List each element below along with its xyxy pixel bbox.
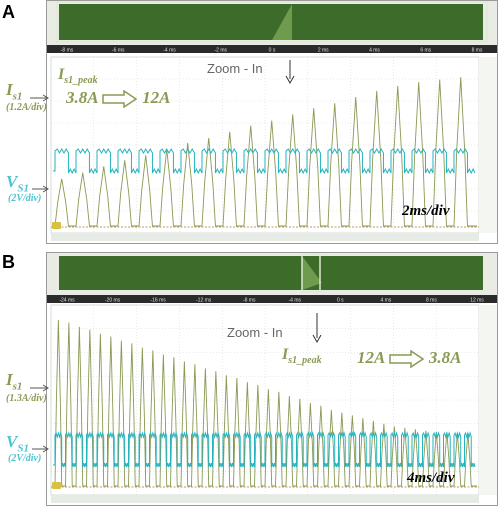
panel-a-overview-timebar — [47, 45, 497, 53]
panel-b-overview-ramp — [302, 256, 322, 290]
panel-b-overview-envelope — [59, 256, 483, 290]
panel-a-current-arrow — [30, 90, 50, 108]
panel-a-voltage-scale: (2V/div) — [8, 193, 42, 204]
panel-b-overview-tick: 4 ms — [380, 298, 391, 304]
panel-a-zoom-label: Zoom - In — [207, 61, 263, 76]
panel-b-zoom-label: Zoom - In — [227, 325, 283, 340]
panel-b-waveform: -24 ms -20 ms -16 ms -12 ms -8 ms -4 ms 0 s 4 m… — [47, 253, 497, 503]
panel-a-waveform: -8 ms -6 ms -4 ms -2 ms 0 s 2 ms 4 ms 6 ms 8 ms — [47, 1, 497, 241]
panel-a-overview-tick: -6 ms — [112, 48, 125, 54]
panel-b-bottom-strip — [51, 495, 479, 503]
panel-a-zoom-arrow — [285, 60, 295, 89]
panel-a-voltage-arrow — [32, 181, 50, 199]
panel-a-overview-tick: 2 ms — [318, 48, 329, 54]
panel-b-current-name: Is1 — [6, 370, 23, 393]
panel-a-scope: -8 ms -6 ms -4 ms -2 ms 0 s 2 ms 4 ms 6 ms 8 ms — [46, 0, 498, 244]
panel-b-peak-label: Is1_peak — [282, 346, 322, 367]
panel-b-channel-marker — [52, 482, 61, 489]
panel-b-voltage-name: VS1 — [6, 432, 29, 455]
panel-a-overview-envelope — [59, 4, 483, 40]
panel-b-hollow-arrow — [388, 350, 425, 369]
panel-a-overview-window — [56, 1, 488, 43]
panel-a-overview-tick: 0 s — [269, 48, 276, 54]
panel-b-current-trace — [53, 319, 477, 487]
panel-a-voltage-trace — [53, 147, 476, 175]
panel-b-overview-tick: 0 s — [337, 298, 344, 304]
panel-b-time-div: 4ms/div — [407, 470, 455, 486]
panel-b-overview-tick: 12 ms — [470, 298, 484, 304]
panel-a-overview-tick: 8 ms — [472, 48, 483, 54]
panel-b-voltage-trace — [53, 431, 476, 468]
panel-b-overview-tick: 8 ms — [426, 298, 437, 304]
panel-a-overview-tick: 6 ms — [420, 48, 431, 54]
panel-b-letter: B — [2, 252, 15, 272]
panel-b-voltage-scale: (2V/div) — [8, 453, 42, 464]
panel-a-overview-tick: -2 ms — [215, 48, 228, 54]
panel-a-bottom-strip — [51, 233, 479, 241]
panel-a-overview-ramp — [272, 4, 292, 40]
panel-b-zoom-arrow — [312, 313, 322, 348]
panel-a-time-div: 2ms/div — [402, 203, 450, 219]
panel-a-current-trace — [53, 77, 477, 227]
panel-a-overview-tick: 4 ms — [369, 48, 380, 54]
panel-b-overview-tick: -4 ms — [289, 298, 302, 304]
panel-b-from: 12A — [357, 348, 385, 367]
panel-a-letter: A — [2, 2, 15, 22]
panel-a-channel-marker — [52, 222, 61, 229]
panel-a-current-scale: (1.2A/div) — [6, 102, 47, 113]
panel-b-overview-tick: -20 ms — [105, 298, 121, 304]
panel-a-right-scale — [479, 57, 497, 233]
panel-b-transition: 12A 3.8A — [357, 348, 462, 369]
panel-a-peak-label: Is1_peak — [58, 66, 98, 87]
panel-b-overview-timebar — [47, 295, 497, 303]
panel-a-overview-tick: -4 ms — [163, 48, 176, 54]
panel-b-right-scale — [479, 305, 497, 495]
panel-a-from: 3.8A — [66, 88, 98, 107]
panel-b-overview-window — [301, 253, 321, 293]
panel-a-current-name: Is1 — [6, 80, 23, 103]
panel-a-voltage-name: VS1 — [6, 172, 29, 195]
panel-b-overview-tick: -16 ms — [150, 298, 166, 304]
panel-a-overview-tick: -8 ms — [61, 48, 74, 54]
panel-b-overview-tick: -24 ms — [59, 298, 75, 304]
panel-a-hollow-arrow — [102, 90, 138, 109]
panel-b-overview-tick: -8 ms — [243, 298, 256, 304]
panel-b-current-arrow — [30, 380, 50, 398]
panel-a-to: 12A — [142, 88, 171, 107]
panel-b-overview-tick: -12 ms — [196, 298, 212, 304]
panel-b-scope: -24 ms -20 ms -16 ms -12 ms -8 ms -4 ms 0 s 4 m… — [46, 252, 498, 506]
panel-b-voltage-arrow — [32, 441, 50, 459]
panel-a-transition: 3.8A 12A — [66, 88, 171, 109]
panel-b-current-scale: (1.3A/div) — [6, 393, 47, 404]
panel-b-to: 3.8A — [428, 348, 462, 367]
